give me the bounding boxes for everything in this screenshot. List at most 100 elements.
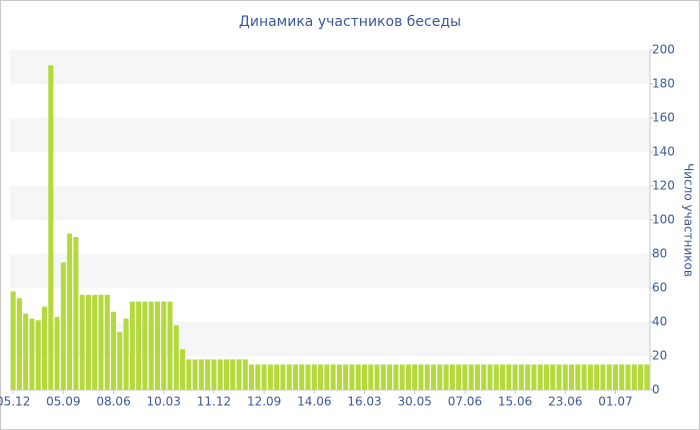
bar <box>23 313 29 390</box>
bar <box>261 364 267 390</box>
bar <box>512 364 518 390</box>
bar <box>393 364 399 390</box>
y-tick-label: 100 <box>652 213 675 227</box>
bar <box>10 291 16 390</box>
bar <box>550 364 556 390</box>
y-tick-label: 80 <box>652 247 667 261</box>
bar <box>286 364 292 390</box>
bar <box>230 359 236 390</box>
bar <box>85 294 91 390</box>
bar <box>29 318 35 390</box>
bar <box>594 364 600 390</box>
bar <box>104 294 110 390</box>
bar <box>117 332 123 390</box>
y-axis-label: Число участников <box>682 163 696 277</box>
bar <box>424 364 430 390</box>
bar <box>374 364 380 390</box>
bar <box>161 301 167 390</box>
bar <box>92 294 98 390</box>
bar <box>418 364 424 390</box>
bar <box>205 359 211 390</box>
grid-band <box>10 254 650 288</box>
bar <box>167 301 173 390</box>
x-tick-label: 23.06 <box>548 395 582 409</box>
x-tick-label: 30.05 <box>398 395 432 409</box>
bar <box>362 364 368 390</box>
bar <box>255 364 261 390</box>
bar <box>274 364 280 390</box>
bar <box>299 364 305 390</box>
x-tick-label: 05.09 <box>46 395 80 409</box>
bar <box>562 364 568 390</box>
x-tick-label: 12.09 <box>247 395 281 409</box>
bar <box>42 306 48 390</box>
bar <box>280 364 286 390</box>
bar <box>543 364 549 390</box>
bar <box>349 364 355 390</box>
bar <box>537 364 543 390</box>
bar <box>123 318 129 390</box>
bar <box>54 316 60 390</box>
bar <box>638 364 644 390</box>
bar <box>35 320 41 390</box>
bar <box>437 364 443 390</box>
bar <box>355 364 361 390</box>
y-tick-label: 0 <box>652 383 660 397</box>
bar <box>619 364 625 390</box>
bar <box>242 359 248 390</box>
chart-title: Динамика участников беседы <box>239 14 461 30</box>
grid-band <box>10 186 650 220</box>
bar <box>462 364 468 390</box>
y-tick-label: 40 <box>652 315 667 329</box>
bar <box>318 364 324 390</box>
bar <box>474 364 480 390</box>
bar <box>481 364 487 390</box>
bar <box>556 364 562 390</box>
bar <box>600 364 606 390</box>
bar <box>305 364 311 390</box>
bar <box>73 237 79 390</box>
bar <box>217 359 223 390</box>
bar <box>612 364 618 390</box>
bar <box>142 301 148 390</box>
y-tick-label: 160 <box>652 111 675 125</box>
bar <box>211 359 217 390</box>
bar <box>336 364 342 390</box>
grid-band <box>10 322 650 356</box>
bar <box>16 298 22 390</box>
bar <box>575 364 581 390</box>
bar <box>387 364 393 390</box>
bar <box>60 262 66 390</box>
bar <box>267 364 273 390</box>
bar <box>79 294 85 390</box>
grid-band <box>10 50 650 84</box>
bar <box>631 364 637 390</box>
bar <box>405 364 411 390</box>
bar <box>449 364 455 390</box>
bar <box>531 364 537 390</box>
bar <box>324 364 330 390</box>
bar <box>129 301 135 390</box>
x-tick-label: 15.06 <box>498 395 532 409</box>
bar <box>468 364 474 390</box>
bar <box>380 364 386 390</box>
bar <box>236 359 242 390</box>
bar <box>311 364 317 390</box>
bar <box>192 359 198 390</box>
bar <box>343 364 349 390</box>
bar <box>154 301 160 390</box>
bar <box>48 65 54 391</box>
bar <box>644 364 650 390</box>
bar <box>443 364 449 390</box>
x-tick-label: 10.03 <box>147 395 181 409</box>
bar <box>330 364 336 390</box>
bar <box>487 364 493 390</box>
x-tick-label: 16.03 <box>347 395 381 409</box>
x-tick-label: 14.06 <box>297 395 331 409</box>
bar <box>136 301 142 390</box>
bar <box>412 364 418 390</box>
y-tick-label: 200 <box>652 43 675 57</box>
bar <box>587 364 593 390</box>
bar <box>581 364 587 390</box>
